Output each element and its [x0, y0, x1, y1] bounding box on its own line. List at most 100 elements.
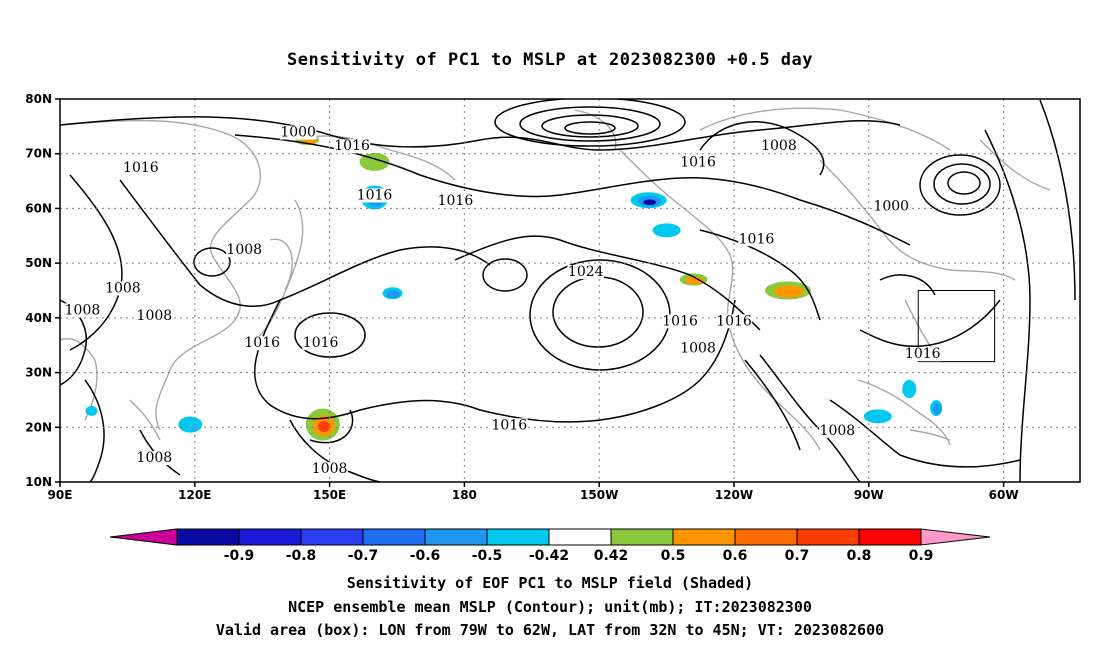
contour-label: 1016: [739, 231, 775, 247]
lon-tick-label: 120E: [178, 488, 211, 502]
sensitivity-blob: [930, 400, 943, 417]
sensitivity-blob: [21, 214, 37, 224]
plot-frame: [59, 98, 1081, 483]
contour-label-bg: [333, 139, 371, 154]
contour-label-bg: [122, 161, 160, 176]
lat-tick-label: 30N: [25, 366, 52, 380]
contour-label-bg: [819, 423, 856, 438]
colorbar-swatch: [486, 528, 550, 546]
caption-shaded: Sensitivity of EOF PC1 to MSLP field (Sh…: [346, 574, 754, 592]
contour-label: 1016: [303, 335, 339, 351]
lat-tick-label: 10N: [25, 475, 52, 489]
lon-tick-label: 60W: [989, 488, 1019, 502]
contour-label-bg: [311, 462, 348, 477]
colorbar-swatch: [734, 528, 798, 546]
contour-label: 1008: [312, 461, 348, 477]
blob-outer: [863, 409, 892, 424]
contour-label: 1008: [226, 242, 262, 258]
colorbar-label: 0.8: [847, 548, 872, 564]
contour-label: 1016: [662, 313, 698, 329]
contour-label: 1016: [492, 417, 528, 433]
blob-outer: [652, 223, 681, 238]
colorbar-label: 0.5: [661, 548, 686, 564]
colorbar-swatch: [858, 528, 922, 546]
coastlines: [60, 107, 1051, 451]
colorbar-swatch: [424, 528, 488, 546]
contour-label-bg: [279, 125, 317, 140]
colorbar-swatch: [300, 528, 364, 546]
lat-tick-label: 70N: [25, 147, 52, 161]
contour-label-bg: [679, 155, 717, 170]
contour-label: 1008: [65, 302, 101, 318]
contour-label-bg: [491, 418, 528, 433]
contour-label: 1008: [137, 450, 173, 466]
contour-label: 1008: [105, 281, 141, 297]
blob-mid: [773, 285, 804, 298]
colorbar-swatch: [796, 528, 860, 546]
contour-label: 1000: [873, 198, 909, 214]
lat-tick-label: 60N: [25, 201, 52, 215]
blob-core: [317, 420, 330, 433]
blob-outer: [178, 416, 203, 433]
contour-label-bg: [136, 451, 173, 466]
valid-area-box: [917, 290, 996, 363]
contour-label-bg: [302, 336, 339, 351]
colorbar-swatch: [610, 528, 674, 546]
contour-label: 1008: [680, 341, 716, 357]
blob-outer: [21, 214, 37, 224]
colorbar-label: -0.9: [224, 548, 255, 564]
lon-tick-label: 150E: [313, 488, 346, 502]
colorbar-label: 0.9: [909, 548, 934, 564]
contour-label-bg: [244, 336, 281, 351]
colorbar-label: 0.6: [723, 548, 748, 564]
lon-tick-label: 90E: [48, 488, 73, 502]
lat-tick-label: 40N: [25, 311, 52, 325]
colorbar-swatch: [176, 528, 240, 546]
sensitivity-blob: [863, 409, 892, 424]
contour-label-bg: [904, 347, 941, 362]
lon-tick-label: 120W: [715, 488, 753, 502]
colorbar-swatch: [238, 528, 302, 546]
contour-label: 1016: [123, 160, 159, 176]
contour-label-bg: [738, 232, 775, 247]
longitude-axis: 90E 120E 150E 180 150W 120W 90W 60W: [48, 482, 1019, 502]
caption-valid-area: Valid area (box): LON from 79W to 62W, L…: [215, 621, 885, 639]
colorbar-label: -0.7: [348, 548, 379, 564]
contour-label: 1000: [280, 125, 316, 141]
contour-label-bg: [104, 281, 142, 296]
contour-label-bg: [567, 265, 604, 280]
contour-labels: 1000 1016 1016 1016 1008 1016 1016 1000 1016 1008…: [64, 125, 941, 477]
latitude-axis: 80N 70N 60N 50N 40N 30N 20N 10N: [25, 92, 60, 489]
contour-label: 1016: [244, 335, 280, 351]
caption-contour: NCEP ensemble mean MSLP (Contour); unit(…: [288, 598, 812, 616]
colorbar-arrow-right: [920, 528, 991, 546]
colorbar-arrow-left: [109, 528, 178, 546]
contour-label-bg: [437, 193, 474, 208]
contour-label-bg: [873, 199, 910, 214]
colorbar: -0.9 -0.8 -0.7 -0.6 -0.5 -0.42 0.42 0.5 0.6 0.7 0.…: [109, 528, 991, 564]
contour-label-bg: [226, 243, 263, 258]
colorbar-label: -0.42: [529, 548, 569, 564]
colorbar-swatch: [548, 528, 612, 546]
contour-label: 1016: [438, 193, 474, 209]
colorbar-swatch: [362, 528, 426, 546]
contour-label-bg: [136, 308, 173, 323]
lon-tick-label: 180: [452, 488, 477, 502]
contour-label: 1008: [137, 308, 173, 324]
contour-label-bg: [64, 303, 101, 318]
contour-label: 1016: [334, 138, 370, 154]
contour-label: 1016: [357, 187, 393, 203]
contour-label-bg: [679, 341, 717, 356]
contour-label: 1024: [568, 264, 604, 280]
colorbar-label: -0.6: [410, 548, 441, 564]
lat-tick-label: 20N: [25, 420, 52, 434]
sensitivity-blob: [382, 287, 403, 300]
sensitivity-blob: [764, 281, 811, 300]
colorbar-label: -0.5: [472, 548, 503, 564]
sensitivity-blob: [85, 405, 98, 416]
lat-tick-label: 80N: [25, 92, 52, 106]
colorbar-label: 0.7: [785, 548, 810, 564]
lon-tick-label: 150W: [580, 488, 618, 502]
contour-label: 1016: [680, 155, 716, 171]
